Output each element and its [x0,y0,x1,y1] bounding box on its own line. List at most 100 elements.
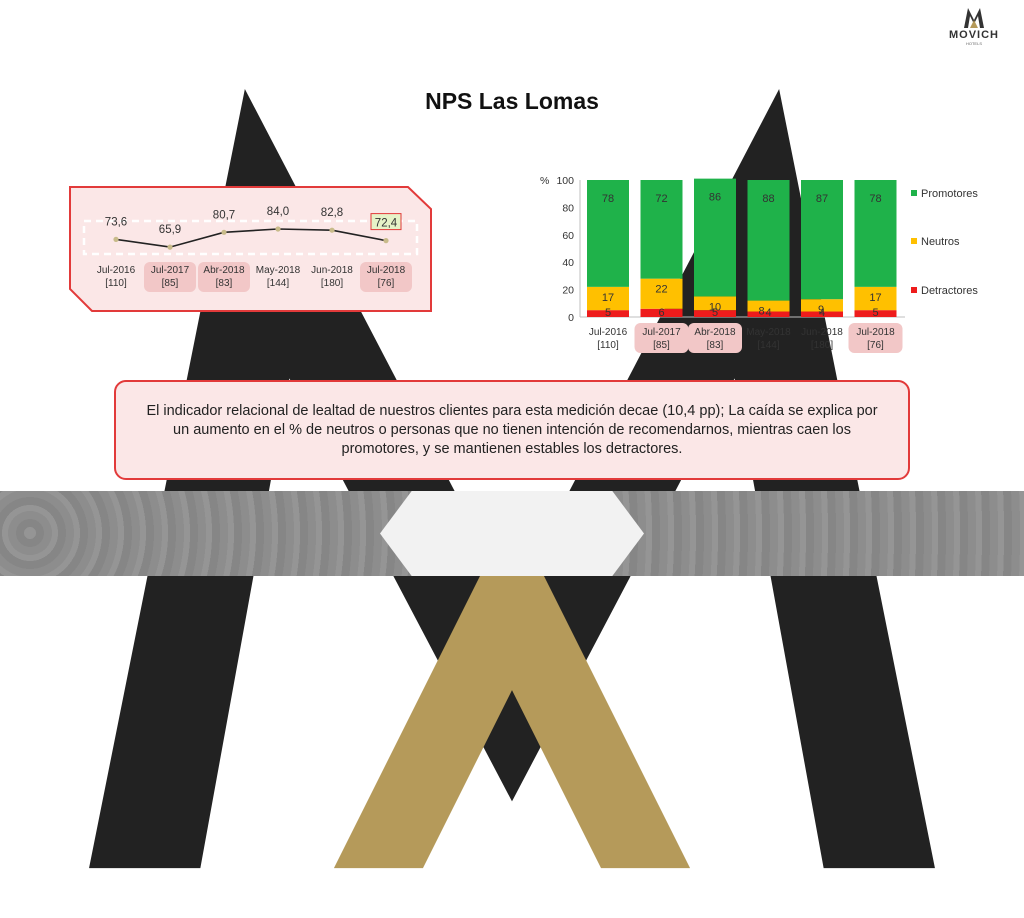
nps-line-value-label: 72,4 [375,218,398,230]
nps-line-value-label: 82,8 [321,207,343,219]
line-category-highlight [144,262,196,292]
bar-y-tick-label: 100 [556,175,574,187]
line-sample-size-label: [76] [378,278,395,289]
bar-y-tick-label: 20 [562,285,574,297]
bar-value-label-detractores: 5 [872,307,878,319]
line-sample-size-label: [85] [162,278,179,289]
bar-value-label-detractores: 4 [765,307,771,319]
nps-line-point [221,229,227,235]
analysis-note-text: El indicador relacional de lealtad de nu… [146,402,878,457]
line-x-tick-label: May-2018 [256,265,301,276]
bar-segment-neutros [587,286,629,311]
bar-category-highlight [634,323,689,353]
bar-segment-detractores [747,311,790,317]
bar-x-tick-label: Jul-2016 [589,327,628,338]
nps-stacked-bar-chart: 020406080100%517786227251086488849875177… [540,175,978,353]
bar-segment-neutros [694,296,736,311]
bar-value-label-detractores: 6 [658,307,664,319]
bar-segment-detractores [801,311,843,317]
nps-line-point [275,226,281,232]
bar-value-label-detractores: 5 [712,307,718,319]
bar-y-axis-unit: % [540,175,549,187]
line-sample-size-label: [180] [321,278,343,289]
bar-value-label-promotores: 86 [709,192,721,204]
bar-sample-size-label: [85] [653,340,670,351]
line-sample-size-label: [110] [105,278,127,289]
bar-value-label-neutros: 22 [655,284,667,296]
line-x-tick-label: Jun-2018 [311,265,353,276]
nps-line-value-label: 73,6 [105,216,127,228]
footer-center-plate [380,491,644,576]
bar-category-highlight [848,323,903,353]
bar-y-tick-label: 80 [562,202,574,214]
bar-value-label-detractores: 4 [819,307,825,319]
analysis-note: El indicador relacional de lealtad de nu… [114,380,910,480]
nps-highlight-value-box [370,213,402,231]
bar-x-tick-label: Jul-2018 [856,327,895,338]
nps-line-point [113,236,119,242]
nps-line-value-label: 80,7 [213,209,235,221]
bar-x-tick-label: Jun-2018 [801,327,843,338]
bar-x-tick-label: May-2018 [746,327,791,338]
bar-y-tick-label: 60 [562,230,574,242]
bar-segment-promotores [747,180,790,301]
line-sample-size-label: [144] [267,278,289,289]
line-x-tick-label: Jul-2016 [97,265,136,276]
bar-value-label-neutros: 17 [602,292,614,304]
nps-line-value-label: 84,0 [267,206,289,218]
legend-swatch-detractores [911,287,917,293]
legend-swatch-promotores [911,190,917,196]
bar-sample-size-label: [83] [707,340,724,351]
bar-segment-detractores [587,310,629,317]
line-x-tick-label: Abr-2018 [203,265,245,276]
bar-x-tick-label: Abr-2018 [694,327,736,338]
bar-segment-neutros [640,278,683,309]
line-panel-frame [69,186,432,312]
bar-segment-promotores [694,178,736,297]
bar-value-label-promotores: 88 [762,193,774,205]
bar-value-label-neutros: 10 [709,301,721,313]
bar-y-tick-label: 40 [562,257,574,269]
bar-segment-promotores [587,180,629,287]
legend-label-detractores: Detractores [921,285,978,297]
brand-logo: MOVICH HOTELS [944,6,1004,46]
bar-segment-promotores [801,180,843,300]
line-x-tick-label: Jul-2018 [367,265,406,276]
bar-segment-detractores [694,310,736,317]
bar-value-label-promotores: 87 [816,193,828,205]
bar-segment-detractores [854,310,897,317]
bar-value-label-promotores: 72 [655,193,667,205]
bar-category-highlight [688,323,742,353]
bar-segment-promotores [854,180,897,287]
bar-y-tick-label: 0 [568,312,574,324]
nps-line-chart: 73,6 65,9 80,7 84,0 82,8 72,4 Jul-2016 [110] Jul… [69,186,432,312]
bar-segment-neutros [854,286,897,311]
nps-line-series [115,228,387,248]
line-category-highlight [198,262,250,292]
legend-swatch-neutros [911,238,917,244]
bar-sample-size-label: [180] [811,340,833,351]
nps-line-point [167,244,173,250]
page-title: NPS Las Lomas [425,88,599,114]
bar-sample-size-label: [76] [867,340,884,351]
bar-value-label-neutros: 8 [758,306,764,318]
line-x-tick-label: Jul-2017 [151,265,190,276]
bar-value-label-detractores: 5 [605,307,611,319]
line-sample-size-label: [83] [216,278,233,289]
bar-segment-neutros [747,300,790,312]
bar-segment-neutros [801,299,843,312]
line-dashed-frame [82,219,419,256]
brand-m-icon [964,8,984,28]
legend-label-neutros: Neutros [921,236,960,248]
nps-line-value-label: 65,9 [159,224,181,236]
nps-line-point [329,227,335,233]
bar-x-tick-label: Jul-2017 [642,327,681,338]
footer-band [0,491,1024,576]
legend-label-promotores: Promotores [921,188,978,200]
bar-value-label-promotores: 78 [869,193,881,205]
bar-value-label-neutros: 17 [869,292,881,304]
bar-segment-detractores [640,308,683,317]
line-category-highlight [360,262,412,292]
bar-segment-promotores [640,180,683,279]
bar-value-label-neutros: 9 [818,304,824,316]
